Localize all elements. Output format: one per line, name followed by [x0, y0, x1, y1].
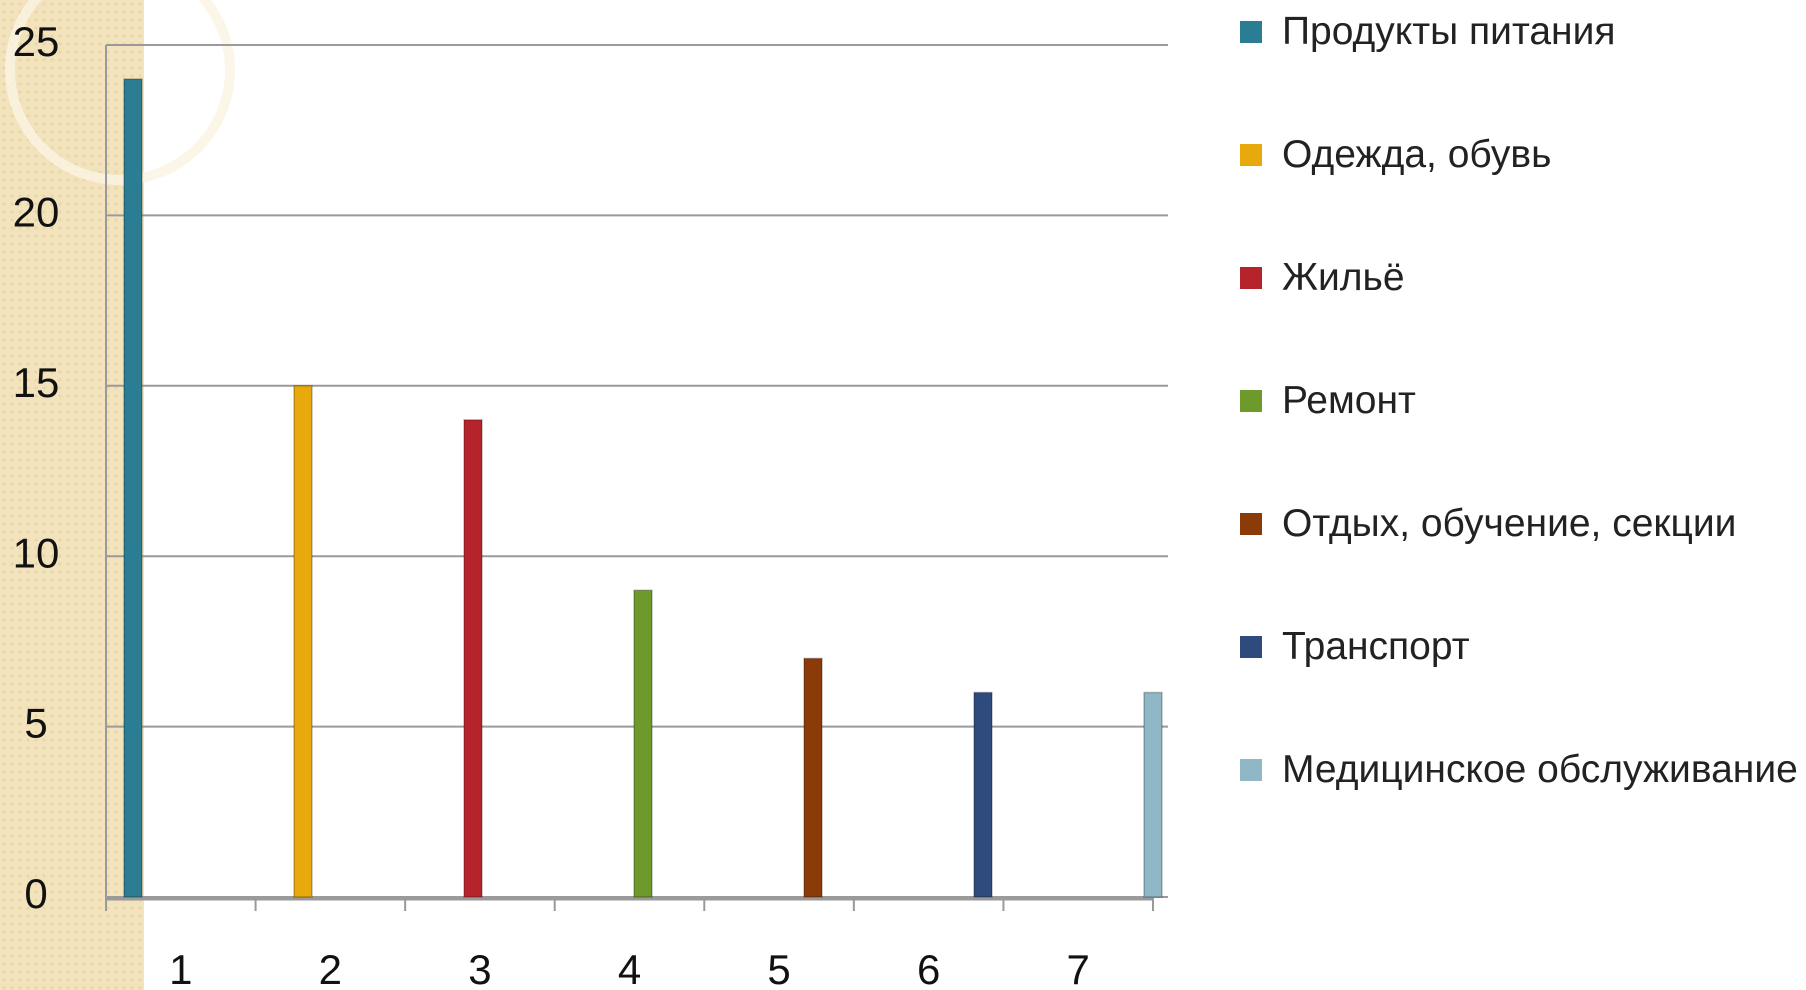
legend-label: Одежда, обувь — [1282, 133, 1552, 176]
legend-item: Продукты питания — [1240, 4, 1806, 127]
legend-item: Жильё — [1240, 250, 1806, 373]
y-tick-label: 10 — [13, 529, 60, 576]
x-tick-label: 2 — [319, 946, 342, 990]
legend-item: Медицинское обслуживание — [1240, 742, 1806, 865]
bar — [293, 385, 313, 898]
legend-swatch — [1240, 390, 1262, 412]
decoration — [5, 0, 235, 185]
x-tick-label: 7 — [1067, 946, 1090, 990]
legend-label: Жильё — [1282, 256, 1405, 299]
bar — [1143, 691, 1163, 898]
x-tick-label: 3 — [468, 946, 491, 990]
legend-item: Транспорт — [1240, 619, 1806, 742]
y-tick-label: 25 — [13, 18, 60, 65]
legend-swatch — [1240, 513, 1262, 535]
legend-swatch — [1240, 144, 1262, 166]
legend-label: Транспорт — [1282, 625, 1470, 668]
bar — [463, 419, 483, 898]
legend-swatch — [1240, 267, 1262, 289]
y-tick-label: 0 — [24, 870, 47, 917]
x-tick-label: 4 — [618, 946, 641, 990]
x-tick-label: 5 — [767, 946, 790, 990]
side-strip — [0, 0, 144, 990]
legend-label: Продукты питания — [1282, 10, 1616, 53]
legend-item: Отдых, обучение, секции — [1240, 496, 1806, 619]
legend-label: Ремонт — [1282, 379, 1416, 422]
legend-item: Ремонт — [1240, 373, 1806, 496]
legend: Продукты питания Одежда, обувь Жильё Ремонт… — [1240, 4, 1806, 865]
y-tick-label: 20 — [13, 188, 60, 235]
bar — [803, 657, 823, 898]
legend-label: Отдых, обучение, секции — [1282, 502, 1737, 545]
bar — [123, 78, 143, 898]
legend-swatch — [1240, 759, 1262, 781]
x-tick-label: 1 — [169, 946, 192, 990]
bar — [633, 589, 653, 898]
y-tick-label: 15 — [13, 359, 60, 406]
x-tick-label: 6 — [917, 946, 940, 990]
y-tick-label: 5 — [24, 700, 47, 747]
legend-label: Медицинское обслуживание — [1282, 748, 1798, 791]
legend-swatch — [1240, 21, 1262, 43]
legend-swatch — [1240, 636, 1262, 658]
legend-item: Одежда, обувь — [1240, 127, 1806, 250]
bar — [973, 691, 993, 898]
